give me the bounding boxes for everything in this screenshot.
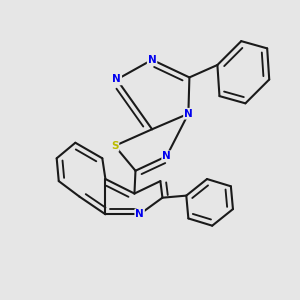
Text: N: N bbox=[162, 151, 171, 161]
Text: N: N bbox=[184, 109, 193, 119]
Text: N: N bbox=[112, 74, 121, 85]
Text: N: N bbox=[135, 209, 144, 219]
Text: S: S bbox=[111, 141, 118, 151]
Text: N: N bbox=[148, 55, 156, 65]
